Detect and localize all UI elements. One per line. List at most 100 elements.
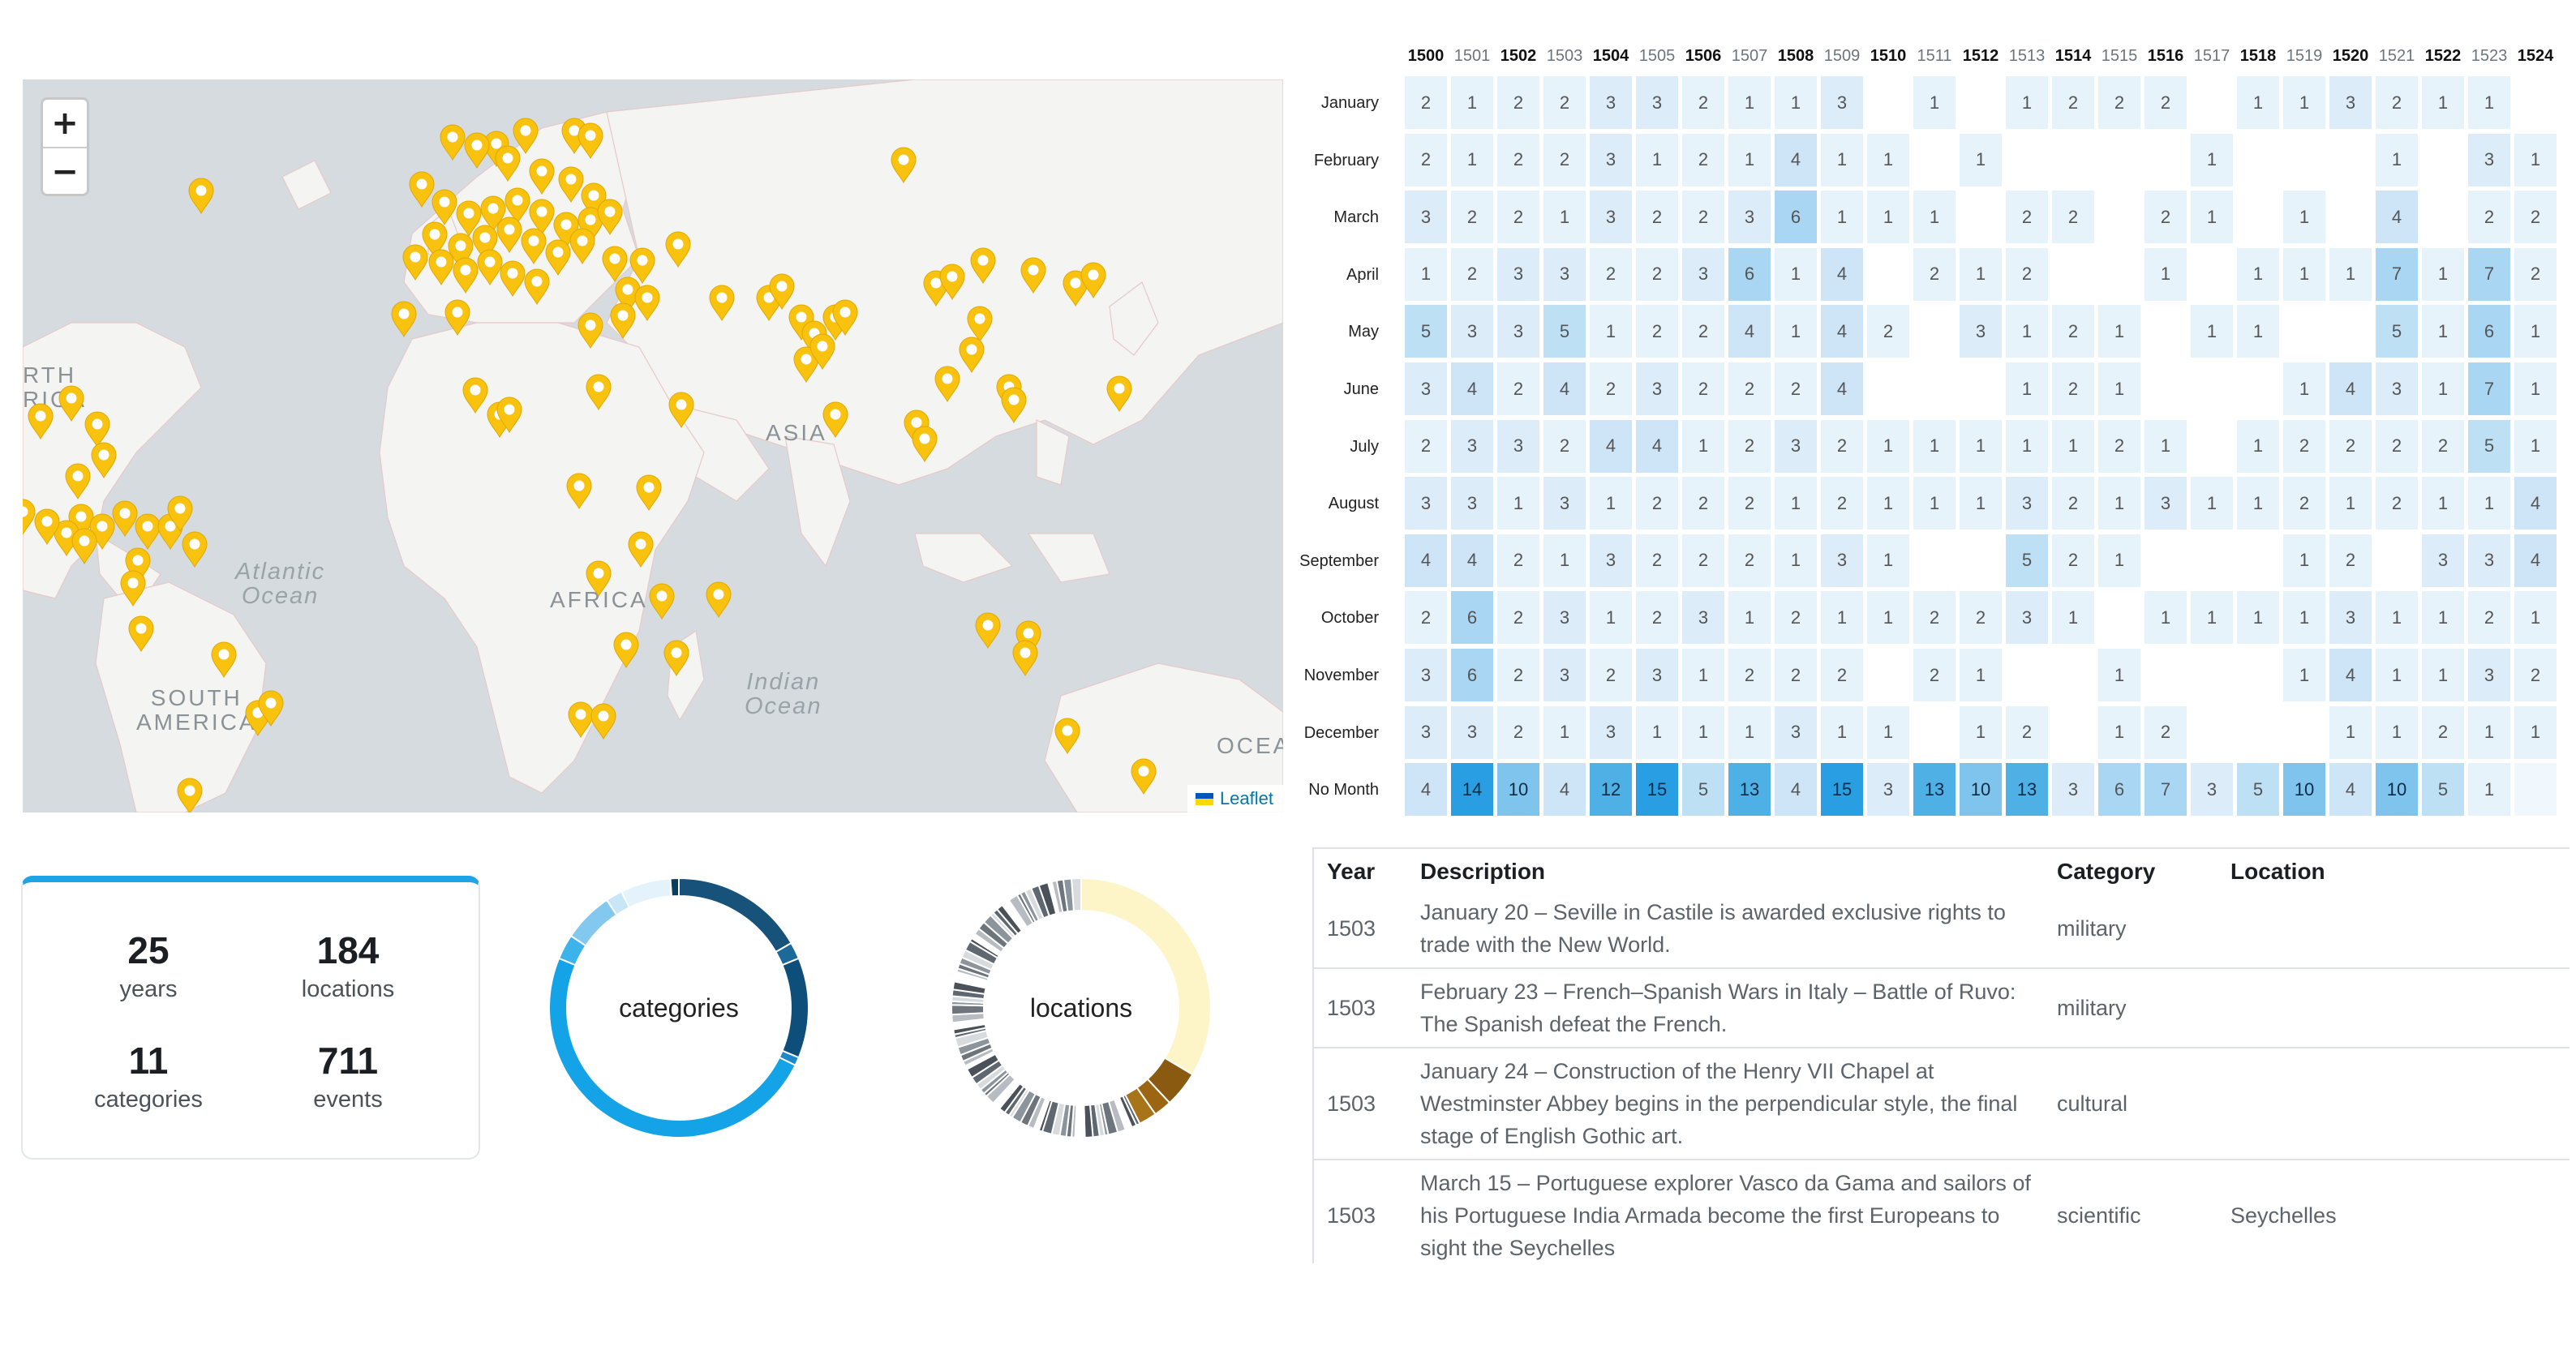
heatmap-cell[interactable]: [2282, 303, 2327, 360]
map-marker-icon[interactable]: [496, 396, 523, 433]
heatmap-cell[interactable]: 1: [1865, 590, 1911, 646]
heatmap-cell[interactable]: 1: [2420, 246, 2466, 302]
map-marker-icon[interactable]: [633, 284, 661, 321]
heatmap-cell[interactable]: 1: [1773, 303, 1818, 360]
heatmap-cell[interactable]: 1: [2235, 475, 2281, 532]
heatmap-cell[interactable]: 2: [1496, 361, 1541, 417]
heatmap-cell[interactable]: 3: [1403, 189, 1449, 246]
attribution-link[interactable]: Leaflet: [1219, 788, 1273, 808]
heatmap-cell[interactable]: 15: [1819, 761, 1865, 818]
map-marker-icon[interactable]: [27, 402, 54, 439]
map-marker-icon[interactable]: [1000, 386, 1028, 423]
heatmap-cell[interactable]: 1: [2189, 131, 2235, 188]
map-marker-icon[interactable]: [903, 409, 930, 446]
heatmap-cell[interactable]: [2050, 131, 2096, 188]
heatmap-cell[interactable]: 1: [1865, 189, 1911, 246]
map-marker-icon[interactable]: [479, 195, 507, 232]
map-marker-icon[interactable]: [528, 198, 556, 235]
heatmap-cell[interactable]: 1: [2282, 532, 2327, 589]
heatmap-cell[interactable]: 1: [1865, 475, 1911, 532]
heatmap-cell[interactable]: 4: [1773, 131, 1818, 188]
map-marker-icon[interactable]: [33, 508, 61, 545]
heatmap-cell[interactable]: [2420, 131, 2466, 188]
map-attribution[interactable]: Leaflet: [1187, 785, 1283, 812]
heatmap-cell[interactable]: 3: [1449, 418, 1495, 474]
map-marker-icon[interactable]: [427, 248, 455, 285]
heatmap-cell[interactable]: 2: [1819, 475, 1865, 532]
heatmap-cell[interactable]: 3: [1634, 361, 1680, 417]
heatmap-cell[interactable]: 3: [1773, 704, 1818, 761]
heatmap-cell[interactable]: [2143, 131, 2188, 188]
heatmap-cell[interactable]: 3: [1449, 704, 1495, 761]
heatmap-cell[interactable]: 5: [2235, 761, 2281, 818]
heatmap-cell[interactable]: [1912, 303, 1957, 360]
map-marker-icon[interactable]: [439, 123, 466, 161]
heatmap-cell[interactable]: 1: [1727, 704, 1772, 761]
map-marker-icon[interactable]: [792, 345, 820, 383]
map-marker-icon[interactable]: [452, 256, 479, 294]
heatmap-cell[interactable]: 1: [2097, 704, 2142, 761]
map-marker-icon[interactable]: [974, 611, 1002, 649]
heatmap-cell[interactable]: 1: [2513, 590, 2558, 646]
heatmap-cell[interactable]: [1912, 361, 1957, 417]
heatmap-cell[interactable]: 1: [1865, 131, 1911, 188]
heatmap-cell[interactable]: [2513, 761, 2558, 818]
heatmap-cell[interactable]: 1: [2420, 590, 2466, 646]
heatmap-cell[interactable]: 1: [1727, 75, 1772, 131]
heatmap-cell[interactable]: 5: [2467, 418, 2512, 474]
heatmap-cell[interactable]: 3: [1403, 647, 1449, 703]
map-marker-icon[interactable]: [577, 311, 604, 349]
events-map[interactable]: + − RTH RICA SOUTH AMERICA AFRICA ASIA A…: [23, 79, 1283, 812]
heatmap-cell[interactable]: 13: [1912, 761, 1957, 818]
map-marker-icon[interactable]: [471, 224, 499, 261]
heatmap-cell[interactable]: 1: [2420, 475, 2466, 532]
map-marker-icon[interactable]: [768, 272, 796, 310]
heatmap-cell[interactable]: 2: [2004, 189, 2050, 246]
heatmap-cell[interactable]: 2: [1403, 131, 1449, 188]
heatmap-cell[interactable]: 2: [1727, 361, 1772, 417]
heatmap-cell[interactable]: 3: [1634, 75, 1680, 131]
heatmap-cell[interactable]: 4: [1542, 361, 1587, 417]
heatmap-cell[interactable]: 1: [2467, 475, 2512, 532]
heatmap-cell[interactable]: 2: [1773, 647, 1818, 703]
heatmap-cell[interactable]: 1: [2374, 590, 2419, 646]
map-marker-icon[interactable]: [134, 512, 161, 550]
heatmap-cell[interactable]: 4: [2328, 647, 2373, 703]
heatmap-cell[interactable]: 4: [1819, 361, 1865, 417]
map-marker-icon[interactable]: [124, 547, 152, 584]
heatmap-cell[interactable]: 2: [1958, 590, 2003, 646]
heatmap-cell[interactable]: 1: [2097, 303, 2142, 360]
heatmap-cell[interactable]: 2: [1634, 590, 1680, 646]
heatmap-cell[interactable]: 1: [1542, 704, 1587, 761]
heatmap-cell[interactable]: 1: [1681, 418, 1726, 474]
heatmap-cell[interactable]: [2189, 361, 2235, 417]
map-marker-icon[interactable]: [609, 302, 637, 339]
map-marker-icon[interactable]: [1011, 639, 1039, 676]
heatmap-cell[interactable]: 1: [2050, 418, 2096, 474]
heatmap-cell[interactable]: 4: [1773, 761, 1818, 818]
heatmap-cell[interactable]: [2282, 704, 2327, 761]
heatmap-cell[interactable]: 2: [1634, 303, 1680, 360]
locations-donut-chart[interactable]: [947, 874, 1215, 1142]
heatmap-cell[interactable]: 3: [1542, 590, 1587, 646]
heatmap-cell[interactable]: 2: [1727, 475, 1772, 532]
heatmap-cell[interactable]: 2: [1819, 647, 1865, 703]
heatmap-cell[interactable]: [2189, 532, 2235, 589]
map-marker-icon[interactable]: [1080, 261, 1107, 298]
map-marker-icon[interactable]: [181, 530, 208, 568]
heatmap-cell[interactable]: 1: [2282, 361, 2327, 417]
heatmap-cell[interactable]: 1: [1958, 704, 2003, 761]
heatmap-cell[interactable]: 1: [1958, 418, 2003, 474]
heatmap-cell[interactable]: 1: [2097, 532, 2142, 589]
heatmap-cell[interactable]: 3: [1819, 532, 1865, 589]
heatmap-cell[interactable]: 1: [1958, 475, 2003, 532]
heatmap-cell[interactable]: 1: [2143, 246, 2188, 302]
heatmap-cell[interactable]: 3: [2467, 131, 2512, 188]
heatmap-cell[interactable]: 2: [1496, 189, 1541, 246]
heatmap-cell[interactable]: [1958, 532, 2003, 589]
heatmap-cell[interactable]: 1: [2513, 361, 2558, 417]
heatmap-cell[interactable]: 3: [2189, 761, 2235, 818]
donut-segment[interactable]: [1080, 877, 1212, 1076]
heatmap-cell[interactable]: 3: [1588, 75, 1634, 131]
map-marker-icon[interactable]: [958, 336, 985, 373]
